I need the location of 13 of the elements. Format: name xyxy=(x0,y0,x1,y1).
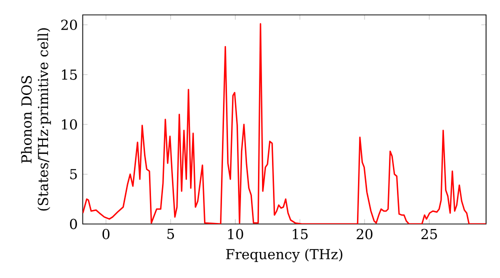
x-tick-label: 5 xyxy=(167,229,174,240)
x-tick-label: 10 xyxy=(228,229,244,240)
y-tick-label: 10 xyxy=(62,119,77,130)
x-axis-title: Frequency (THz) xyxy=(226,248,342,262)
y-axis-title: Phonon DOS (States/THz·primitive cell) xyxy=(21,28,51,211)
y-tick-label: 0 xyxy=(70,218,77,230)
x-tick-label: 0 xyxy=(102,229,110,240)
x-tick-label: 25 xyxy=(421,229,437,240)
y-tick-label: 5 xyxy=(70,169,77,180)
x-tick-label: 20 xyxy=(356,229,372,240)
y-tick-label: 15 xyxy=(62,70,77,80)
x-tick-label: 15 xyxy=(292,229,308,240)
y-tick-label: 20 xyxy=(61,20,77,30)
